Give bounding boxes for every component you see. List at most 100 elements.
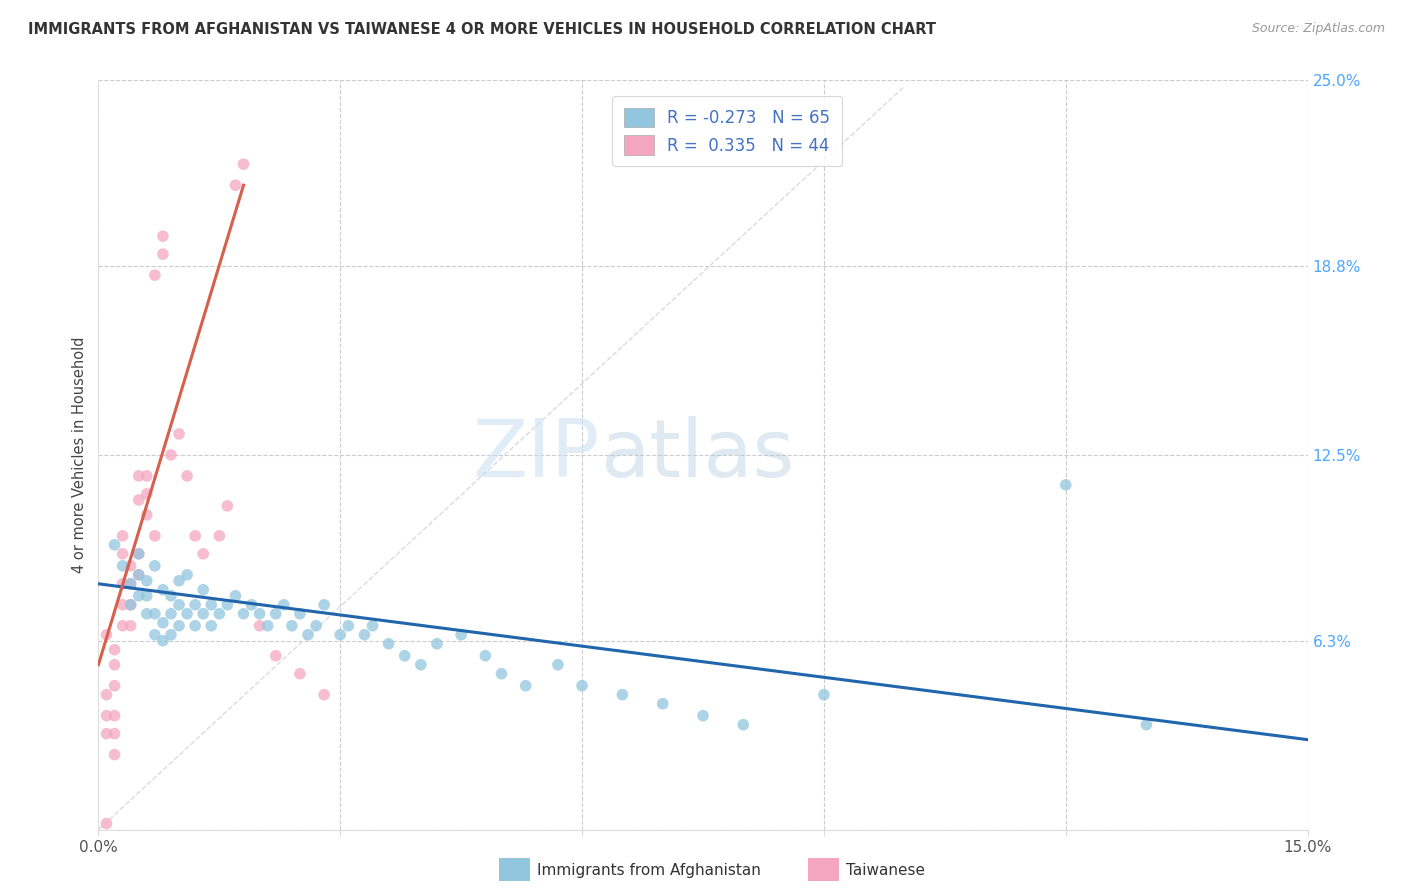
Point [160,628,183,642]
Point [135,574,157,588]
Point [249,607,271,621]
Text: Immigrants from Afghanistan: Immigrants from Afghanistan [537,863,761,878]
Point [314,688,336,702]
Point [547,657,569,672]
Point [103,679,125,693]
Point [651,697,673,711]
Point [160,607,183,621]
Point [120,558,142,573]
Point [152,582,174,597]
Point [264,648,287,663]
Point [200,598,222,612]
Point [152,615,174,630]
Point [152,247,174,261]
Point [111,529,134,543]
Point [128,567,150,582]
Point [217,499,239,513]
Point [160,589,183,603]
Point [135,487,157,501]
Point [409,657,432,672]
Point [314,598,336,612]
Point [515,679,537,693]
Point [96,708,118,723]
Point [612,688,634,702]
Text: IMMIGRANTS FROM AFGHANISTAN VS TAIWANESE 4 OR MORE VEHICLES IN HOUSEHOLD CORRELA: IMMIGRANTS FROM AFGHANISTAN VS TAIWANESE… [28,22,936,37]
Point [288,607,311,621]
Point [103,708,125,723]
Point [377,637,399,651]
Point [281,619,304,633]
Point [184,529,207,543]
Point [167,574,190,588]
Point [135,607,157,621]
Point [176,469,198,483]
Point [184,619,207,633]
Point [264,607,287,621]
Point [337,619,360,633]
Text: Source: ZipAtlas.com: Source: ZipAtlas.com [1251,22,1385,36]
Point [692,708,714,723]
Point [120,619,142,633]
Point [305,619,328,633]
Point [474,648,496,663]
Point [167,598,190,612]
Point [273,598,295,612]
Point [232,157,254,171]
Point [217,598,239,612]
Point [200,619,222,633]
Point [1135,717,1157,731]
Point [128,567,150,582]
Point [224,178,246,193]
Point [135,589,157,603]
Text: ZIP: ZIP [472,416,600,494]
Point [224,589,246,603]
Point [120,576,142,591]
Point [249,619,271,633]
Point [143,558,166,573]
Point [160,448,183,462]
Text: Taiwanese: Taiwanese [846,863,925,878]
Point [120,576,142,591]
Point [143,529,166,543]
Point [111,558,134,573]
Y-axis label: 4 or more Vehicles in Household: 4 or more Vehicles in Household [72,336,87,574]
Point [426,637,449,651]
Point [450,628,472,642]
Point [288,666,311,681]
Point [111,619,134,633]
Point [353,628,375,642]
Point [128,547,150,561]
Point [111,576,134,591]
Point [571,679,593,693]
Point [143,607,166,621]
Point [394,648,416,663]
Point [103,726,125,740]
Point [103,657,125,672]
Point [256,619,278,633]
Point [128,492,150,507]
Point [135,508,157,522]
Point [361,619,384,633]
Point [733,717,755,731]
Legend: R = -0.273   N = 65, R =  0.335   N = 44: R = -0.273 N = 65, R = 0.335 N = 44 [613,96,842,166]
Point [135,469,157,483]
Point [96,726,118,740]
Text: atlas: atlas [600,416,794,494]
Point [232,607,254,621]
Point [329,628,352,642]
Point [96,816,118,830]
Point [176,607,198,621]
Point [240,598,263,612]
Point [128,547,150,561]
Point [111,547,134,561]
Point [176,567,198,582]
Point [208,607,231,621]
Point [143,268,166,282]
Point [1054,478,1077,492]
Point [152,229,174,244]
Point [184,598,207,612]
Point [193,582,215,597]
Point [103,747,125,762]
Point [297,628,319,642]
Point [167,619,190,633]
